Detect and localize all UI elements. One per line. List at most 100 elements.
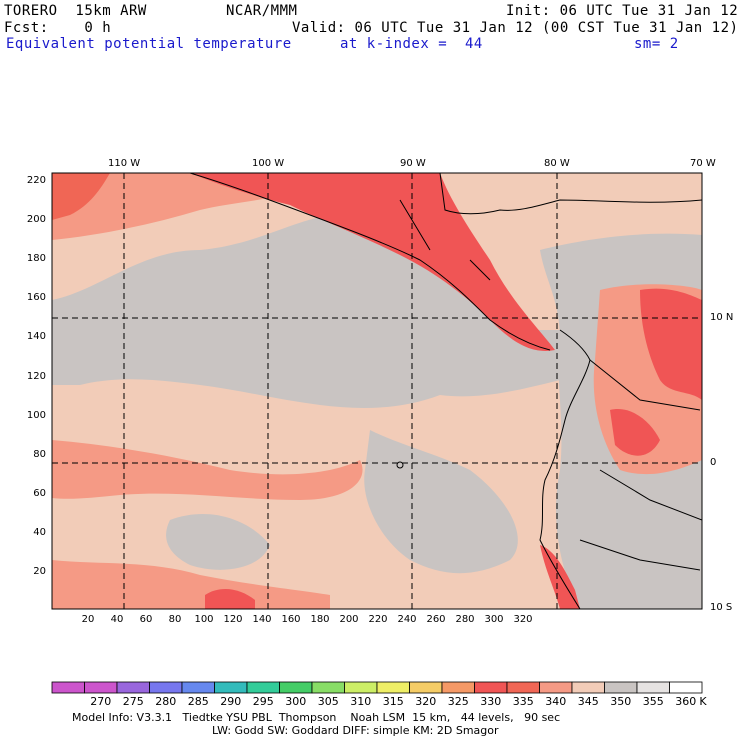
lon-label: 70 W xyxy=(690,158,716,169)
y-tick-label: 20 xyxy=(33,566,46,577)
colorbar-swatch xyxy=(669,681,703,694)
coastline-caribbean xyxy=(439,173,702,215)
x-tick-label: 180 xyxy=(310,614,330,625)
colorbar-swatch xyxy=(539,681,573,694)
theta-e-region-hot-3 xyxy=(640,288,702,400)
colorbar-swatch xyxy=(51,681,85,694)
x-tick-label: 20 xyxy=(81,614,95,625)
model-physics: LW: Godd SW: Goddard DIFF: simple KM: 2D… xyxy=(212,724,499,737)
x-tick-label: 160 xyxy=(281,614,301,625)
x-tick-label: 100 xyxy=(194,614,214,625)
theta-e-region-grey-sw xyxy=(166,514,270,570)
border-lines xyxy=(399,199,702,571)
colorbar-label: 360 xyxy=(675,695,697,708)
colorbar-label: 325 xyxy=(447,695,469,708)
colorbar-swatch xyxy=(441,681,475,694)
theta-e-region-hot-1 xyxy=(52,173,110,220)
theta-e-region-warm-3 xyxy=(52,560,330,609)
y-tick-label: 140 xyxy=(26,331,46,343)
colorbar-label: 335 xyxy=(512,695,534,708)
x-tick-label: 260 xyxy=(426,614,446,625)
y-tick-label: 220 xyxy=(26,175,46,186)
colorbar-swatch xyxy=(604,681,638,694)
y-tick-label: 160 xyxy=(26,292,46,304)
colorbar-swatch xyxy=(246,681,280,694)
galapagos-islands xyxy=(396,461,404,469)
x-tick-label: 300 xyxy=(484,614,504,625)
lon-label: 80 W xyxy=(544,158,570,169)
colorbar-swatch xyxy=(214,681,248,694)
colorbar-swatch xyxy=(116,681,150,694)
colorbar-label: 305 xyxy=(317,695,339,708)
colorbar-swatch xyxy=(149,681,183,694)
colorbar-label: 355 xyxy=(642,695,664,708)
map-frame xyxy=(51,172,703,610)
colorbar-swatch xyxy=(636,681,670,694)
colorbar-label: 310 xyxy=(350,695,372,708)
init-time: Init: 06 UTC Tue 31 Jan 12 xyxy=(506,3,739,19)
x-tick-label: 200 xyxy=(339,614,359,625)
organization: NCAR/MMM xyxy=(226,3,298,19)
theta-e-region-hot-4 xyxy=(610,409,660,456)
colorbar-label: 350 xyxy=(610,695,632,708)
x-tick-label: 60 xyxy=(139,614,153,625)
x-tick-label: 320 xyxy=(513,614,533,625)
colorbar-label: 340 xyxy=(545,695,567,708)
colorbar-label: 285 xyxy=(187,695,209,708)
lat-label: 10 S xyxy=(710,602,733,613)
model-name: TORERO 15km ARW xyxy=(4,3,147,19)
y-tick-label: 200 xyxy=(26,214,46,226)
colorbar-label: 315 xyxy=(382,695,404,708)
y-tick-label: 100 xyxy=(26,409,46,421)
x-tick-label: 80 xyxy=(168,614,182,625)
colorbar-swatch xyxy=(571,681,605,694)
smoothing: sm= 2 xyxy=(634,36,679,52)
colorbar-swatch xyxy=(84,681,118,694)
colorbar-label: 345 xyxy=(577,695,599,708)
colorbar-label: 290 xyxy=(220,695,242,708)
colorbar-swatch xyxy=(409,681,443,694)
colorbar-label: 330 xyxy=(480,695,502,708)
colorbar-swatch xyxy=(311,681,345,694)
y-tick-label: 60 xyxy=(33,487,46,499)
lon-label: 90 W xyxy=(400,158,426,169)
colorbar-swatch xyxy=(506,681,540,694)
coastline-south-america xyxy=(539,329,591,609)
theta-e-region-hot-6 xyxy=(205,588,255,609)
theta-e-region-warm-2 xyxy=(52,440,363,500)
forecast-hour: Fcst: 0 h xyxy=(4,20,112,36)
y-tick-label: 40 xyxy=(33,526,46,538)
theta-e-region-hot-2 xyxy=(190,173,555,351)
x-tick-label: 240 xyxy=(397,614,417,625)
lon-label: 100 W xyxy=(252,158,285,169)
x-tick-label: 40 xyxy=(110,614,124,625)
colorbar-swatch xyxy=(474,681,508,694)
colorbar xyxy=(51,681,703,694)
colorbar-label: 300 xyxy=(285,695,307,708)
x-tick-label: 120 xyxy=(223,614,243,625)
lon-label: 110 W xyxy=(108,158,141,169)
colorbar-unit: K xyxy=(699,695,707,708)
level-index: at k-index = 44 xyxy=(340,36,483,52)
colorbar-label: 320 xyxy=(415,695,437,708)
x-tick-label: 220 xyxy=(368,614,388,625)
colorbar-swatch xyxy=(181,681,215,694)
lat-label: 10 N xyxy=(710,312,734,323)
model-info: Model Info: V3.3.1 Tiedtke YSU PBL Thomp… xyxy=(72,711,561,724)
colorbar-swatch xyxy=(376,681,410,694)
x-tick-label: 140 xyxy=(252,614,272,625)
colorbar-label: 280 xyxy=(155,695,177,708)
colorbar-label: 295 xyxy=(252,695,274,708)
x-tick-label: 280 xyxy=(455,614,475,625)
field-name: Equivalent potential temperature xyxy=(6,36,292,52)
colorbar-label: 270 xyxy=(90,695,112,708)
colorbar-label: 275 xyxy=(122,695,144,708)
lat-label: 0 xyxy=(710,457,717,468)
y-tick-label: 120 xyxy=(26,370,46,382)
y-tick-label: 80 xyxy=(33,448,46,460)
y-tick-label: 180 xyxy=(26,253,46,265)
colorbar-swatch xyxy=(279,681,313,694)
colorbar-swatch xyxy=(344,681,378,694)
theta-e-field xyxy=(52,173,702,609)
